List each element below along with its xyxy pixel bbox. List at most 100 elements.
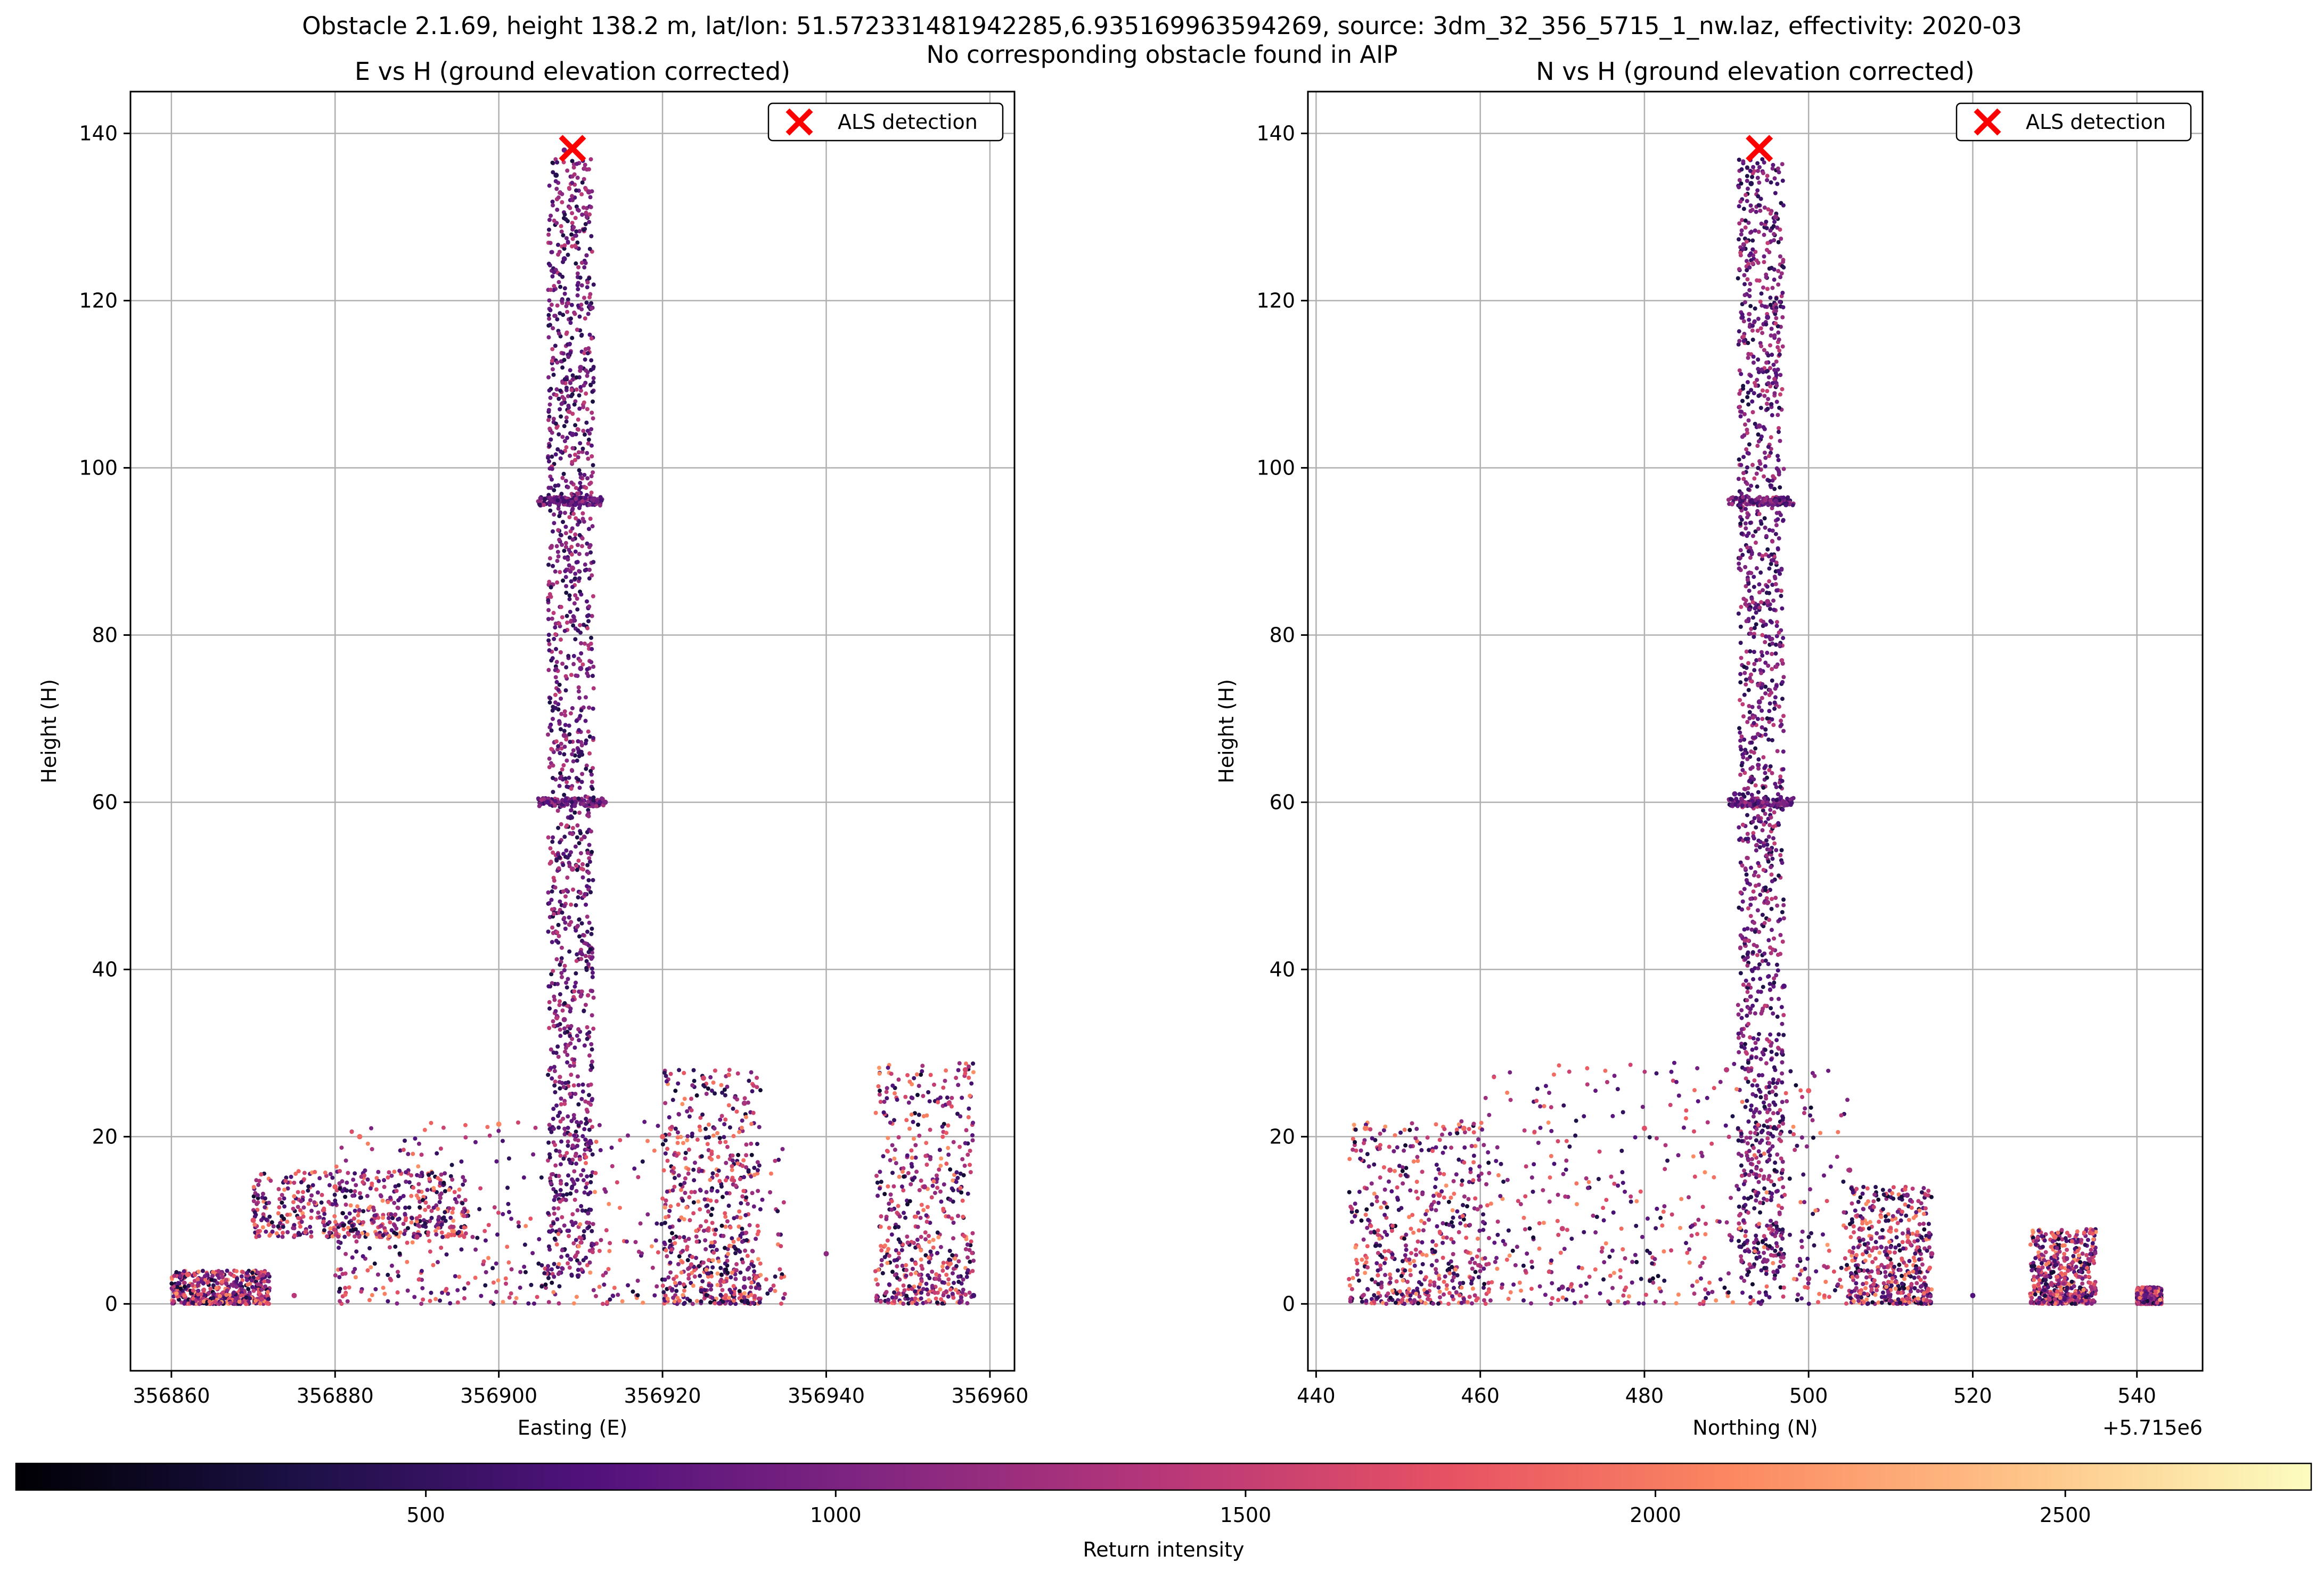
point (732, 1179, 737, 1183)
point (956, 1259, 961, 1264)
point (1760, 828, 1765, 833)
point (542, 503, 546, 508)
point (781, 1296, 786, 1300)
point (577, 569, 582, 574)
point (560, 975, 564, 979)
point (578, 994, 583, 999)
point (589, 956, 594, 961)
point (312, 1200, 317, 1205)
point (557, 1174, 561, 1179)
point (904, 1118, 909, 1123)
point (1742, 293, 1747, 298)
point (882, 1243, 887, 1248)
point (938, 1245, 943, 1249)
point (668, 1270, 673, 1275)
point (555, 550, 560, 554)
point (434, 1232, 439, 1237)
point (931, 1238, 936, 1242)
point (182, 1293, 187, 1298)
point (573, 452, 578, 457)
point (343, 1202, 348, 1207)
point (752, 1173, 757, 1177)
point (333, 1220, 338, 1224)
point (656, 1124, 660, 1128)
point (585, 167, 590, 172)
point (326, 1199, 331, 1204)
point (550, 160, 555, 165)
point (566, 394, 570, 398)
point (264, 1217, 269, 1222)
point (1775, 1111, 1780, 1116)
point (452, 1190, 457, 1194)
point (570, 198, 575, 202)
point (386, 1216, 391, 1221)
point (734, 1268, 739, 1273)
point (554, 426, 559, 430)
point (1756, 194, 1761, 199)
point (559, 492, 564, 496)
point (567, 593, 572, 598)
point (896, 1224, 901, 1229)
point (946, 1294, 951, 1299)
point (564, 613, 569, 618)
point (505, 1245, 510, 1249)
point (712, 1126, 717, 1131)
point (684, 1205, 689, 1210)
point (674, 1274, 679, 1279)
point (618, 1206, 623, 1210)
point (890, 1270, 895, 1274)
point (587, 751, 592, 756)
point (584, 1155, 588, 1159)
point (1744, 1229, 1748, 1234)
point (823, 1251, 829, 1257)
point (680, 1102, 685, 1107)
point (494, 1289, 498, 1294)
point (562, 439, 567, 444)
point (553, 625, 558, 630)
point (886, 1135, 890, 1140)
point (768, 1190, 773, 1194)
point (568, 1041, 573, 1046)
point (1771, 723, 1776, 727)
point (749, 1285, 754, 1290)
point (580, 662, 585, 667)
point (574, 188, 578, 193)
point (910, 1287, 914, 1291)
point (570, 194, 575, 199)
point (905, 1234, 910, 1239)
point (578, 851, 583, 856)
point (550, 839, 555, 844)
point (561, 1085, 566, 1090)
point (560, 1008, 565, 1013)
point (416, 1277, 421, 1282)
point (587, 1260, 592, 1265)
point (883, 1291, 888, 1296)
point (1771, 824, 1776, 829)
point (591, 416, 595, 421)
point (1759, 1268, 1764, 1273)
point (579, 1097, 584, 1101)
point (455, 1288, 460, 1292)
point (389, 1263, 394, 1268)
point (907, 1199, 912, 1204)
point (589, 234, 594, 239)
point (590, 970, 595, 975)
point (555, 559, 560, 563)
y-tick-label: 0 (105, 1292, 118, 1315)
point (576, 1123, 581, 1128)
point (549, 897, 554, 902)
point (1750, 337, 1755, 342)
point (970, 1133, 975, 1138)
point (562, 549, 567, 553)
point (719, 1223, 724, 1228)
point (575, 175, 580, 180)
point (923, 1237, 928, 1242)
point (948, 1167, 953, 1172)
point (674, 1153, 679, 1158)
point (577, 786, 582, 790)
point (1767, 1153, 1772, 1158)
point (1775, 749, 1780, 754)
point (1744, 526, 1748, 531)
point (553, 452, 558, 457)
point (576, 1244, 581, 1249)
